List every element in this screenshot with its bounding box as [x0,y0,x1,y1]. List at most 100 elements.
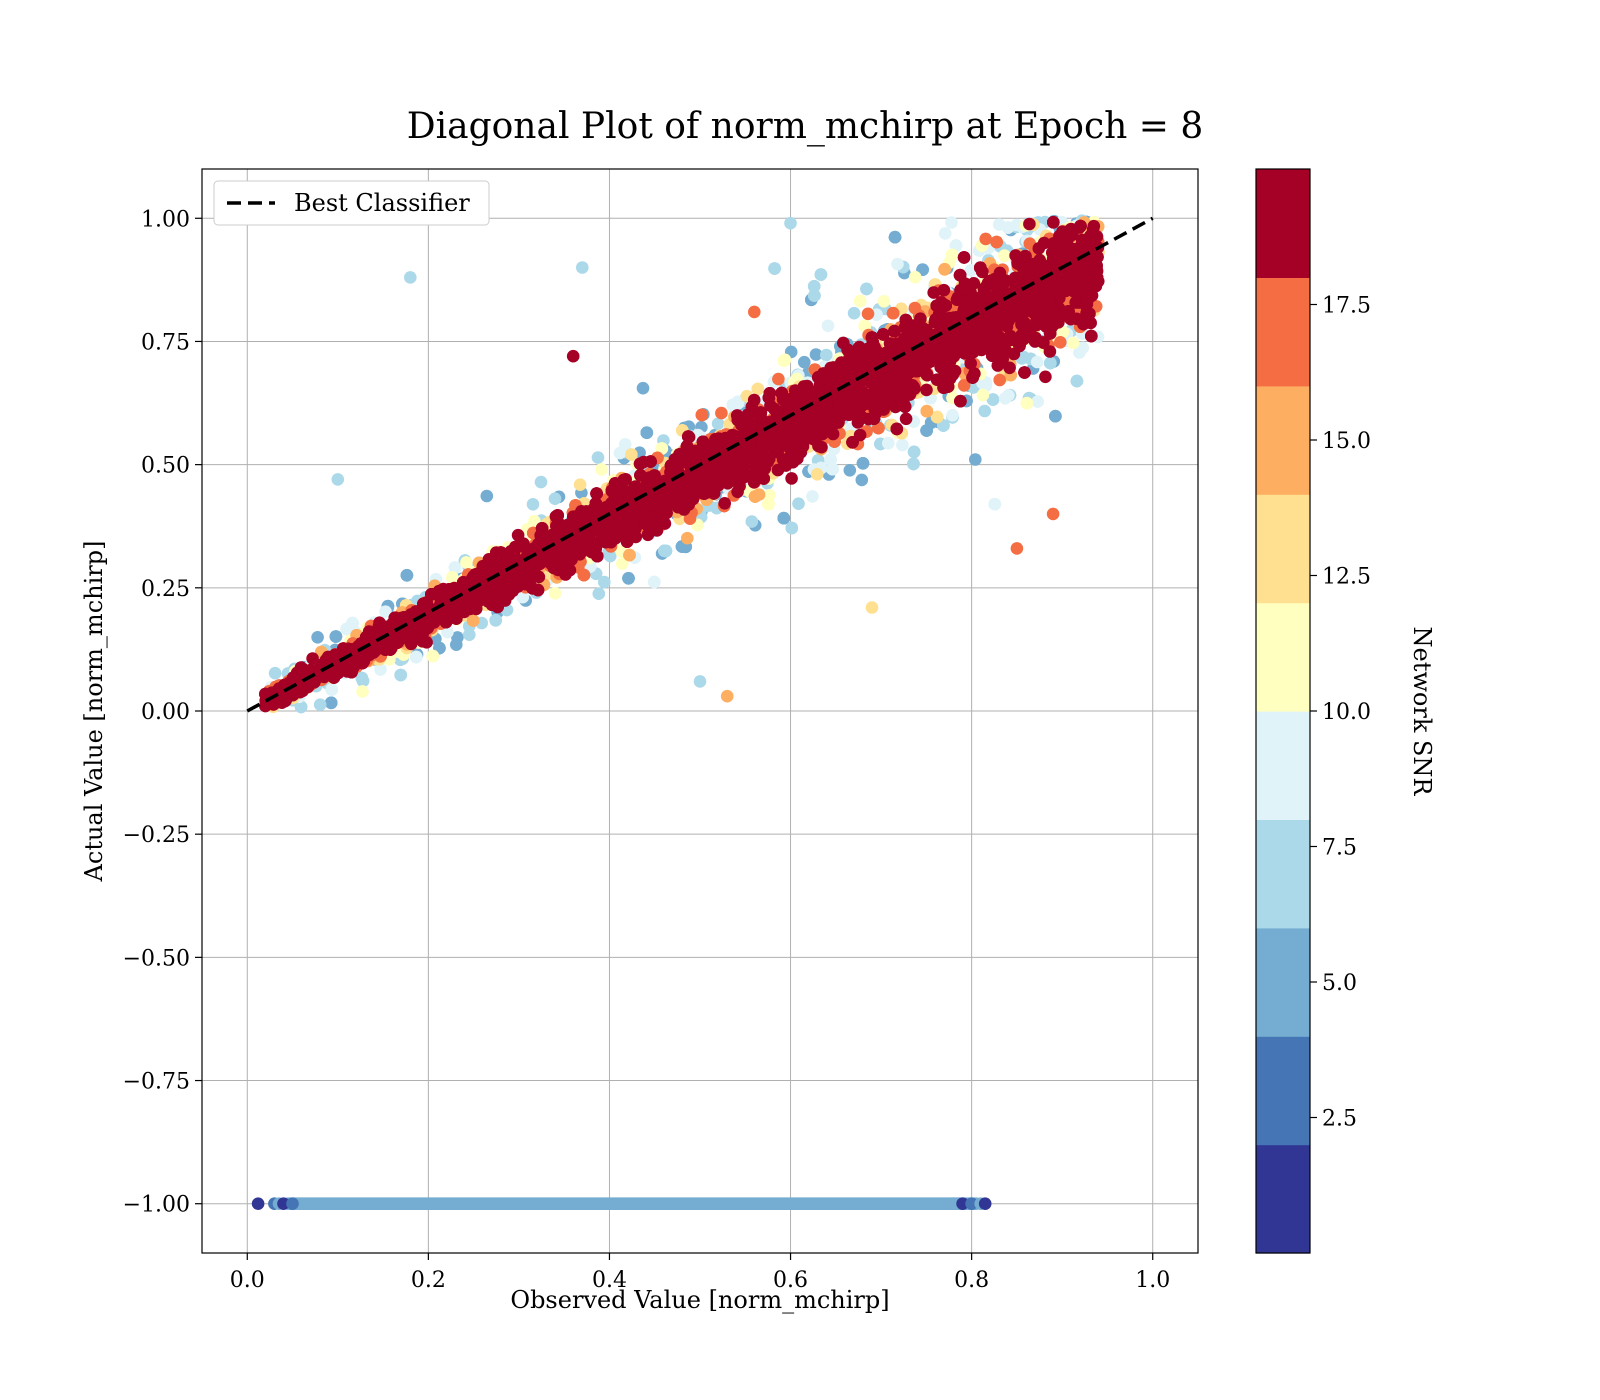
scatter-point [988,497,1002,511]
scatter-point [843,464,857,477]
scatter-point [938,227,952,240]
scatter-point [807,280,821,293]
scatter-point [930,410,944,424]
scatter-point [853,294,867,308]
scatter-point [648,575,661,589]
scatter-point [1066,336,1080,350]
scatter-point [1002,389,1015,402]
scatter-point [573,478,587,492]
scatter-point [896,438,909,452]
scatter-point [548,587,562,600]
scatter-point [1049,409,1062,423]
scatter-point [986,393,1000,406]
scatter-point [907,457,920,471]
scatter-point [1044,356,1057,370]
scatter-point [311,631,324,644]
scatter-point [768,262,781,275]
scatter-point [448,561,462,574]
scatter-point [1001,221,1015,234]
scatter-point [990,235,1003,249]
scatter-point [623,548,636,562]
scatter-point [711,417,725,431]
scatter-point [613,446,627,460]
scatter-point [745,515,759,528]
scatter-point [616,557,629,570]
scatter-point [313,698,327,711]
scatter-point [979,232,992,246]
scatter-point [798,355,811,369]
scatter-point [810,468,824,481]
scatter-point [809,348,823,361]
scatter-point [329,630,343,643]
scatter-point [777,511,791,525]
scatter-point [993,373,1006,387]
scatter-point [824,453,837,466]
scatter-point [400,569,414,582]
scatter-point [978,404,991,418]
scatter-point [548,492,562,506]
scatter-point [1018,366,1031,379]
scatter-point [998,249,1011,262]
scatter-point [1020,396,1034,410]
scatter-point [294,700,308,714]
chart-title: Diagonal Plot of norm_mchirp at Epoch = … [407,106,1204,147]
scatter-point [945,248,959,262]
scatter-point [855,473,869,487]
scatter-point [957,379,971,392]
scatter-point [938,263,951,276]
scatter-point [681,531,694,545]
scatter-point [886,306,900,320]
scatter-point [861,307,875,321]
scatter-point [888,324,901,338]
scatter-point [625,448,638,461]
scatter-point [808,289,821,302]
scatter-points [259,214,1105,714]
scatter-point [598,575,611,589]
scatter-point [655,442,669,455]
scatter-point [460,556,473,569]
scatter-point [1070,374,1084,388]
scatter-point [945,216,958,229]
scatter-point [591,451,605,464]
scatter-point [426,649,440,663]
scatter-point [441,625,454,639]
scatter-point [526,498,540,511]
scatter-point [466,614,480,627]
scatter-point [374,663,387,676]
scatter-point [976,388,990,402]
scatter-point [860,282,873,296]
scatter-point [640,426,654,440]
scatter-point [268,666,282,680]
scatter-point [683,512,697,525]
scatter-point [379,605,392,618]
scatter-point [603,549,617,563]
scatter-point [516,590,529,604]
scatter-point [695,408,709,422]
scatter-point [856,457,870,470]
scatter-point [792,497,805,511]
scatter-point [820,348,833,362]
scatter-point [882,436,895,450]
scatter-point [908,301,922,315]
scatter-point [410,650,423,664]
scatter-point [489,614,503,627]
scatter-point [748,490,762,503]
scatter-point [356,685,369,698]
scatter-point [814,268,828,281]
scatter-point [785,521,799,535]
scatter-point [888,230,902,244]
scatter-point [751,382,765,396]
scatter-point [826,462,839,476]
scatter-point [806,490,819,503]
scatter-point [877,295,891,308]
scatter-point [1076,341,1089,355]
scatter-point [355,671,369,685]
scatter-point [726,398,740,412]
scatter-point [920,404,934,418]
scatter-point [946,409,959,422]
scatter-point [592,587,606,600]
scatter-point [762,497,775,511]
scatter-point [658,544,671,558]
scatter-point [1023,217,1036,231]
